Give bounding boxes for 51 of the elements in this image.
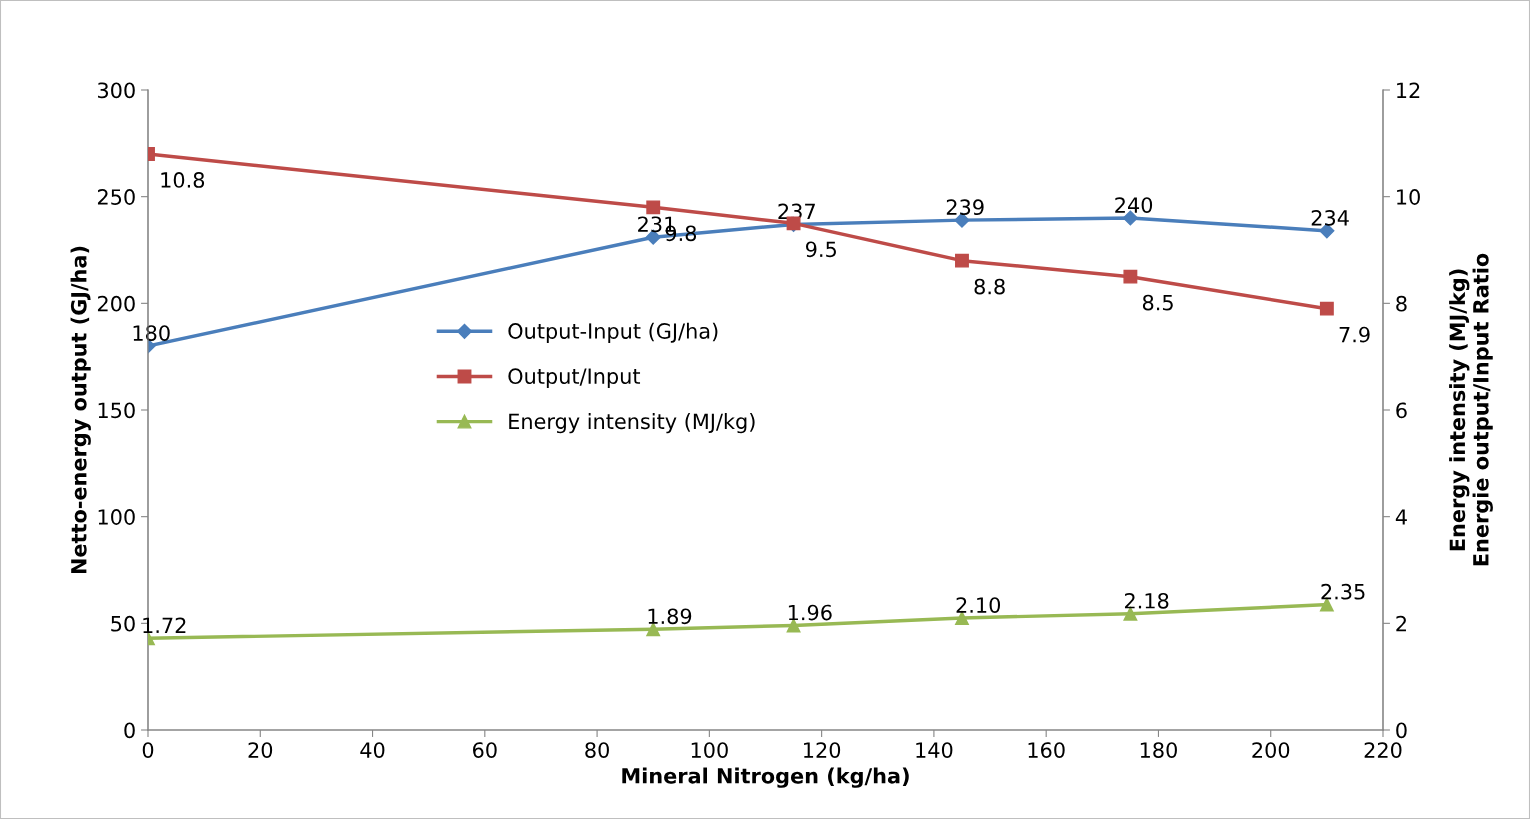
data-label: 1.89 <box>648 608 692 625</box>
y-tick-label: 200 <box>97 295 135 312</box>
data-label: 240 <box>1115 197 1153 213</box>
legend-label: Output/Input <box>508 368 641 389</box>
data-label: 8.8 <box>974 278 1005 295</box>
x-axis-title: Mineral Nitrogen (kg/ha) <box>622 767 909 788</box>
data-label: 234 <box>1311 209 1349 226</box>
data-label: 1.96 <box>788 604 832 621</box>
y-tick-label: 150 <box>98 402 135 419</box>
y-tick-label: 300 <box>98 82 135 99</box>
x-tick-label: 120 <box>804 742 841 758</box>
y-axis-title: Netto-energy output (GJ/ha) <box>70 246 91 574</box>
x-tick-label: 160 <box>1028 742 1065 758</box>
x-tick-label: 20 <box>248 742 273 758</box>
y-tick-label: 0 <box>124 722 135 739</box>
y2-tick-label: 0 <box>1396 722 1407 739</box>
y-tick-label: 100 <box>98 509 135 525</box>
point <box>646 200 661 215</box>
y2-tick-label: 4 <box>1395 509 1407 525</box>
point <box>1123 269 1138 284</box>
data-label: 2.18 <box>1124 592 1169 609</box>
y2-tick-label: 6 <box>1396 402 1407 419</box>
y-tick-label: 50 <box>111 615 135 632</box>
data-label: 239 <box>946 199 984 216</box>
x-tick-label: 80 <box>585 742 609 758</box>
data-label: 2.10 <box>956 597 1001 613</box>
point <box>955 253 969 268</box>
data-label: 10.8 <box>161 172 205 188</box>
point <box>1319 301 1334 316</box>
legend-label: Energy intensity (MJ/kg) <box>509 413 755 434</box>
x-tick-label: 200 <box>1252 742 1290 758</box>
y2-axis-title: Energy intensity (MJ/kg) Energie output/Input Ratio <box>1449 253 1493 566</box>
x-tick-label: 60 <box>473 742 497 758</box>
data-label: 2.35 <box>1321 583 1365 600</box>
x-tick-label: 140 <box>916 742 953 758</box>
y-tick-label: 250 <box>97 189 135 205</box>
data-label: 8.5 <box>1142 294 1173 311</box>
data-label: 7.9 <box>1339 326 1370 343</box>
data-label: 9.5 <box>805 241 836 258</box>
x-tick-label: 40 <box>360 742 385 758</box>
y2-tick-label: 2 <box>1396 615 1406 632</box>
x-tick-label: 220 <box>1364 742 1402 758</box>
x-tick-label: 100 <box>691 742 728 758</box>
y2-tick-label: 12 <box>1397 82 1420 98</box>
x-tick-label: 180 <box>1140 742 1177 758</box>
data-label: 1.72 <box>143 617 186 633</box>
y2-tick-label: 10 <box>1397 189 1420 205</box>
data-label: 180 <box>133 325 170 341</box>
legend-label: Output-Input (GJ/ha) <box>508 322 718 343</box>
y2-tick-label: 8 <box>1396 295 1407 312</box>
x-tick-label: 0 <box>142 742 154 758</box>
